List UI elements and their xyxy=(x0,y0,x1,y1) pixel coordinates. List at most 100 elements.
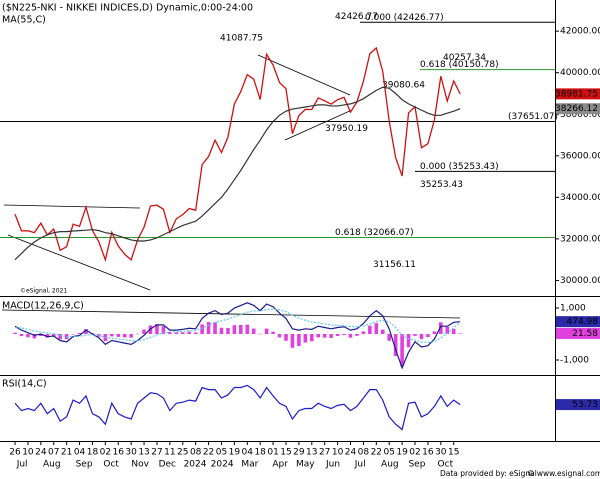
x-tick-label: 19 xyxy=(396,448,408,458)
histogram-bar xyxy=(193,332,198,335)
value-tag-label: 53.73 xyxy=(572,400,598,410)
histogram-bar xyxy=(432,331,437,335)
trend-line xyxy=(3,204,141,209)
y-tick-label: 34000.00 xyxy=(560,193,600,203)
histogram-bar xyxy=(187,331,192,335)
x-tick-label: 05 xyxy=(216,448,227,458)
histogram-bar xyxy=(277,334,282,338)
histogram-bar xyxy=(32,334,37,339)
histogram-bar xyxy=(226,328,230,335)
histogram-bar xyxy=(45,334,50,338)
value-tag xyxy=(556,103,600,115)
histogram-bar xyxy=(26,334,30,338)
histogram-bar xyxy=(109,334,114,337)
histogram-bar xyxy=(439,322,443,335)
x-month-label: 2024 xyxy=(211,460,234,470)
histogram-bar xyxy=(232,325,237,335)
histogram-bar xyxy=(39,334,43,337)
histogram-bar xyxy=(155,324,159,335)
histogram-bar xyxy=(129,334,133,338)
x-tick-label: 27 xyxy=(151,448,162,458)
histogram-bar xyxy=(13,332,17,335)
y-tick-label: 36000.00 xyxy=(560,151,600,161)
x-tick-label: 16 xyxy=(422,448,434,458)
level-label: (37651.07) xyxy=(508,112,558,122)
histogram-bar xyxy=(58,334,62,340)
y-tick-label: 1,000 xyxy=(560,304,586,314)
histogram-bar xyxy=(264,328,269,335)
histogram-bar xyxy=(393,334,398,357)
y-tick-label: 32000.00 xyxy=(560,234,600,244)
x-month-label: Mar xyxy=(241,460,258,470)
x-tick-label: 13 xyxy=(138,448,149,458)
series-line xyxy=(14,46,461,263)
level-label: 0.000 (35253.43) xyxy=(420,162,499,172)
x-tick-label: 10 xyxy=(22,448,34,458)
level-label: 0.000 (42426.77) xyxy=(365,13,444,23)
x-month-label: Aug xyxy=(381,460,399,470)
histogram-bar xyxy=(251,328,256,335)
histogram-bar xyxy=(413,334,417,336)
x-month-label: Jul xyxy=(354,460,366,470)
peak-label: 39080.64 xyxy=(382,80,425,90)
x-month-label: Oct xyxy=(103,460,119,470)
histogram-bar xyxy=(458,333,462,335)
x-tick-label: 22 xyxy=(371,448,382,458)
histogram-bar xyxy=(451,328,456,335)
value-tag xyxy=(556,399,600,411)
x-month-label: Dec xyxy=(159,460,176,470)
x-tick-label: 29 xyxy=(293,448,305,458)
histogram-bar xyxy=(84,329,88,335)
value-tag xyxy=(556,316,600,328)
x-tick-label: 11 xyxy=(164,448,175,458)
histogram-bar xyxy=(348,334,353,338)
histogram-bar xyxy=(116,334,121,337)
x-tick-label: 13 xyxy=(306,448,317,458)
histogram-bar xyxy=(355,334,359,336)
histogram-bar xyxy=(445,326,450,335)
x-month-label: Apr xyxy=(272,460,288,470)
histogram-bar xyxy=(122,334,127,338)
x-tick-label: 05 xyxy=(383,448,394,458)
series-line xyxy=(14,384,461,431)
value-tag-label: 474.98 xyxy=(567,317,599,327)
histogram-bar xyxy=(148,325,153,335)
x-tick-label: 22 xyxy=(203,448,214,458)
histogram-bar xyxy=(335,334,340,337)
footer-site: © www.esignal.com xyxy=(527,469,600,478)
value-tag xyxy=(556,88,600,100)
histogram-bar xyxy=(406,334,411,348)
histogram-bar xyxy=(400,334,404,367)
x-tick-label: 10 xyxy=(332,448,344,458)
histogram-bar xyxy=(239,324,243,335)
x-tick-label: 19 xyxy=(229,448,241,458)
x-tick-label: 08 xyxy=(358,448,370,458)
histogram-bar xyxy=(303,334,308,343)
peak-label: 42426.77 xyxy=(335,12,378,22)
panel-frames xyxy=(0,0,600,442)
series-line xyxy=(14,308,461,344)
x-tick-label: 26 xyxy=(9,448,21,458)
y-tick-label: 30000.00 xyxy=(560,276,600,286)
x-tick-label: 25 xyxy=(177,448,188,458)
y-tick-label: 42000.00 xyxy=(560,27,600,37)
x-month-label: Sep xyxy=(76,460,93,470)
x-tick-label: 30 xyxy=(125,448,137,458)
peak-label: 37950.19 xyxy=(325,124,368,134)
histogram-bar xyxy=(258,333,262,335)
x-tick-label: 24 xyxy=(35,448,47,458)
trend-line xyxy=(284,109,353,141)
histogram-bar xyxy=(206,322,211,335)
footer-source: Data provided by: eSignal xyxy=(440,469,537,478)
peak-label: 35253.43 xyxy=(420,180,463,190)
x-tick-label: 02 xyxy=(409,448,420,458)
histogram-bar xyxy=(161,326,166,335)
x-tick-label: 04 xyxy=(74,448,86,458)
x-month-label: May xyxy=(296,460,315,470)
copyright-note: ©eSignal, 2021 xyxy=(20,288,67,295)
histogram-bar xyxy=(419,334,424,340)
trend-line xyxy=(257,54,351,96)
y-tick-label: -1,000 xyxy=(560,356,589,366)
